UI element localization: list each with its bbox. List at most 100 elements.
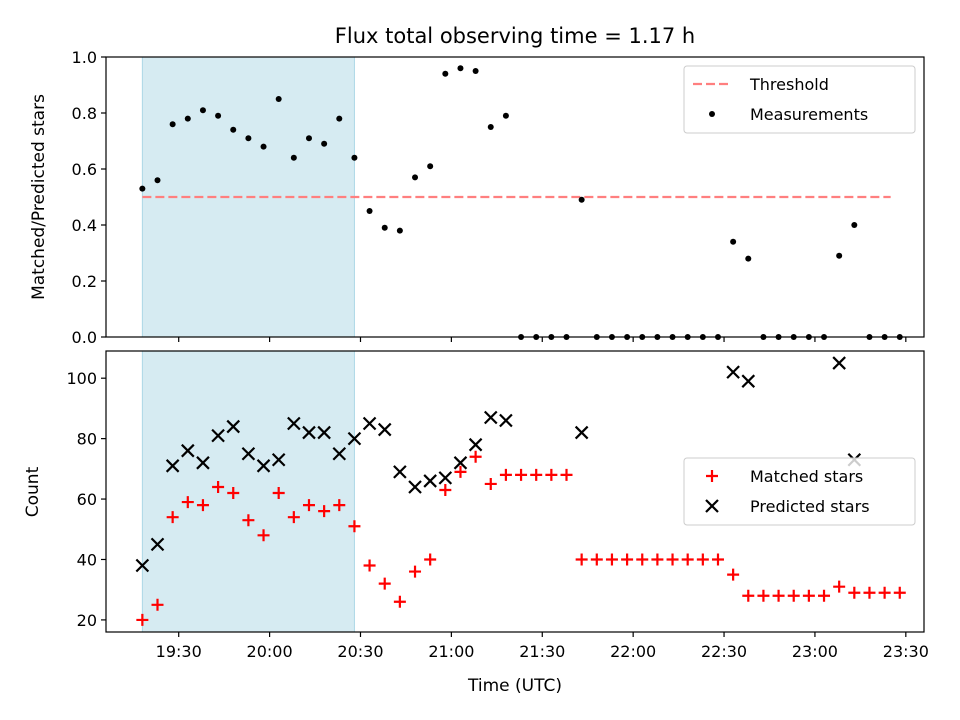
matched-stars-point bbox=[318, 505, 331, 518]
predicted-stars-point bbox=[196, 456, 210, 470]
bottom-axes-frame bbox=[105, 350, 925, 633]
measurements-point bbox=[578, 196, 585, 203]
predicted-stars-point bbox=[165, 459, 180, 473]
measurements-point bbox=[457, 65, 464, 72]
x-tick-label: 19:30 bbox=[156, 642, 202, 661]
matched-stars-point bbox=[151, 598, 164, 611]
matched-stars-point bbox=[605, 553, 618, 566]
matched-stars-point bbox=[757, 589, 770, 602]
predicted-stars-point bbox=[726, 365, 740, 379]
predicted-stars-point bbox=[377, 422, 392, 437]
legend-box bbox=[683, 457, 916, 526]
matched-stars-point bbox=[893, 586, 906, 599]
predicted-stars-point bbox=[241, 446, 256, 461]
measurements-point bbox=[260, 143, 267, 150]
matched-stars-point bbox=[818, 589, 831, 602]
measurements-point bbox=[215, 112, 222, 119]
bottom-y-tick-label: 80 bbox=[77, 430, 97, 449]
matched-stars-point bbox=[136, 613, 149, 626]
x-tick-label: 22:30 bbox=[701, 642, 747, 661]
top-y-tick-label: 0.8 bbox=[72, 104, 97, 123]
matched-stars-point bbox=[560, 468, 573, 481]
predicted-stars-point bbox=[271, 452, 286, 467]
matched-stars-point bbox=[348, 520, 361, 533]
measurements-point bbox=[836, 252, 843, 259]
matched-stars-point bbox=[454, 465, 467, 478]
matched-stars-point bbox=[424, 553, 437, 566]
matched-stars-point bbox=[333, 499, 346, 512]
measurements-point bbox=[230, 126, 237, 133]
measurements-point bbox=[351, 154, 358, 161]
predicted-stars-point bbox=[438, 471, 453, 485]
predicted-stars-point bbox=[423, 474, 437, 488]
predicted-stars-point bbox=[302, 425, 316, 440]
predicted-stars-point bbox=[499, 413, 513, 428]
x-tick-label: 20:30 bbox=[337, 642, 383, 661]
top-axes-frame bbox=[105, 56, 925, 338]
measurements-point bbox=[199, 107, 206, 114]
legend-predicted-swatch bbox=[705, 499, 719, 513]
measurements-point bbox=[412, 174, 419, 181]
legend-measurements-swatch bbox=[709, 111, 715, 117]
matched-stars-point bbox=[833, 580, 846, 593]
predicted-stars-point bbox=[150, 537, 165, 552]
bottom-y-axis-label: Count bbox=[23, 466, 43, 517]
measurements-point bbox=[366, 208, 373, 214]
matched-stars-point bbox=[696, 553, 709, 566]
x-axis-label: Time (UTC) bbox=[467, 676, 562, 696]
predicted-stars-point bbox=[317, 425, 331, 440]
predicted-stars-point bbox=[362, 416, 377, 431]
predicted-stars-point bbox=[211, 428, 225, 443]
matched-stars-point bbox=[742, 589, 755, 602]
matched-stars-point bbox=[272, 487, 285, 500]
top-y-tick-label: 0.4 bbox=[72, 216, 97, 235]
measurements-point bbox=[487, 124, 494, 130]
matched-stars-point bbox=[181, 496, 194, 509]
measurements-point bbox=[321, 140, 328, 147]
matched-stars-point bbox=[212, 480, 225, 493]
measurements-point bbox=[442, 70, 449, 77]
matched-stars-point bbox=[530, 468, 543, 481]
legend-label: Predicted stars bbox=[750, 497, 870, 516]
matched-stars-point bbox=[287, 511, 300, 524]
predicted-stars-point bbox=[256, 459, 271, 473]
matched-stars-point bbox=[196, 499, 209, 512]
matched-stars-point bbox=[863, 586, 876, 599]
matched-stars-point bbox=[802, 589, 815, 602]
matched-stars-point bbox=[378, 577, 391, 590]
top-y-tick-label: 0.6 bbox=[72, 160, 97, 179]
matched-stars-point bbox=[545, 468, 558, 481]
measurements-point bbox=[427, 163, 434, 170]
measurements-point bbox=[730, 238, 737, 245]
matched-stars-point bbox=[242, 514, 255, 527]
measurements-point bbox=[245, 135, 252, 142]
measurements-point bbox=[381, 224, 388, 231]
bottom-legend: Matched stars Predicted stars bbox=[683, 457, 916, 526]
predicted-stars-point bbox=[332, 446, 347, 461]
bottom-y-tick-label: 40 bbox=[77, 550, 97, 569]
matched-stars-point bbox=[499, 468, 512, 481]
predicted-stars-point bbox=[287, 416, 301, 431]
chart-title: Flux total observing time = 1.17 h bbox=[335, 24, 695, 48]
measurements-point bbox=[305, 135, 312, 142]
top-legend: Threshold Measurements bbox=[683, 65, 916, 134]
matched-stars-point bbox=[878, 586, 891, 599]
matched-stars-point bbox=[772, 589, 785, 602]
matched-stars-point bbox=[393, 595, 406, 608]
matched-stars-point bbox=[575, 553, 588, 566]
predicted-stars-point bbox=[832, 356, 846, 370]
matched-stars-point bbox=[848, 586, 861, 599]
matched-stars-point bbox=[363, 559, 376, 572]
bottom-y-tick-label: 20 bbox=[77, 611, 97, 630]
measurements-point bbox=[502, 112, 509, 119]
legend-label: Threshold bbox=[749, 75, 829, 94]
x-tick-label: 21:00 bbox=[428, 642, 474, 661]
x-tick-label: 23:00 bbox=[792, 642, 838, 661]
matched-stars-point bbox=[257, 529, 270, 542]
predicted-stars-point bbox=[226, 419, 241, 434]
legend-matched-swatch bbox=[706, 470, 718, 482]
predicted-stars-point bbox=[574, 425, 589, 440]
bottom-y-tick-label: 100 bbox=[66, 369, 97, 388]
predicted-stars-point bbox=[393, 465, 407, 479]
